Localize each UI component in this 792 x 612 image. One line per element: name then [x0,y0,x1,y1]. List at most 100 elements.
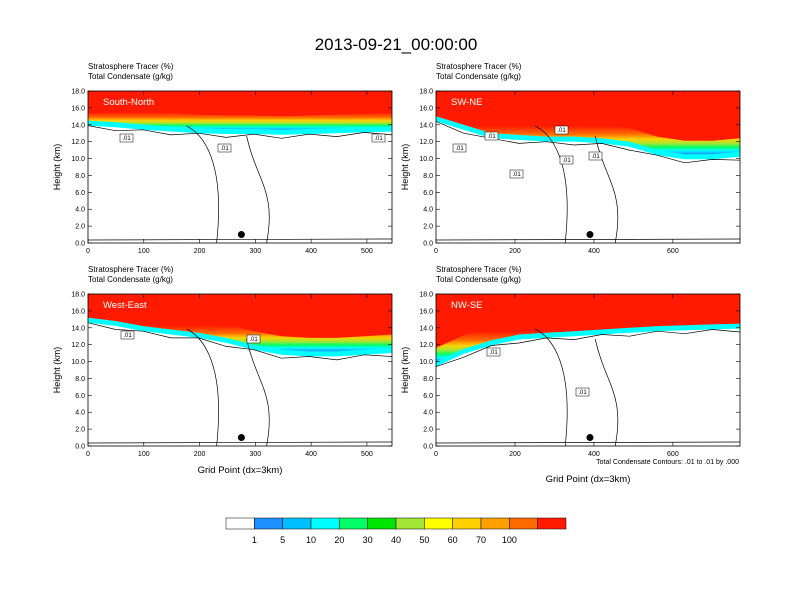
x-tick-label: 200 [509,451,521,458]
y-tick-label: 6.0 [423,190,433,197]
panel-name: South-North [103,97,154,108]
colorbar: 1 5 10 20 30 40 50 60 70 100 [225,517,567,545]
panel-title-tracer: Stratosphere Tracer (%) [436,62,522,71]
x-tick-label: 500 [361,248,373,255]
plot-frame [87,90,393,244]
colorbar-swatch [452,517,482,530]
x-tick-label: 0 [434,248,438,255]
contour-label-box [509,169,524,179]
contour-label: .01 [374,136,383,142]
y-tick-label: 0.0 [423,241,433,248]
contour-label-box [217,143,232,153]
contour-label: .01 [578,390,587,396]
y-tick-label: 0.0 [75,241,85,248]
surface-contour [436,441,740,444]
colorbar-label: 30 [363,535,373,545]
y-tick-label: 18.0 [71,292,85,299]
x-tick-label: 200 [509,248,521,255]
colorbar-label: 40 [391,535,401,545]
y-tick-label: 8.0 [423,173,433,180]
x-tick-label: 100 [138,451,150,458]
y-tick-label: 2.0 [75,427,85,434]
plot-content: .01 .01 [436,294,740,446]
x-tick-label: 400 [588,451,600,458]
colorbar-swatch [310,517,340,530]
contour-label: .01 [591,154,600,160]
y-tick-label: 16.0 [419,308,433,315]
panel-sw-ne: Stratosphere Tracer (%)Total Condensate … [400,62,741,255]
colorbar-label: 1 [252,535,257,545]
plot-frame [435,293,741,447]
x-tick-label: 0 [86,248,90,255]
tracer-core [436,294,740,348]
condensate-contour [88,322,392,361]
panel-name: SW-NE [451,97,483,108]
contour-label: .01 [123,333,132,339]
condensate-plume [535,125,619,243]
y-tick-label: 6.0 [75,190,85,197]
panel-title-condensate: Total Condensate (g/kg) [436,72,521,81]
panel-title-condensate: Total Condensate (g/kg) [436,275,521,284]
y-tick-label: 18.0 [419,89,433,96]
colorbar-swatch [367,517,397,530]
y-tick-label: 14.0 [419,122,433,129]
y-tick-label: 6.0 [75,393,85,400]
condensate-plume [186,125,270,243]
contour-note: Total Condensate Contours: .01 to .01 by… [596,459,739,466]
y-tick-label: 12.0 [71,342,85,349]
y-tick-label: 4.0 [75,207,85,214]
colorbar-label: 20 [334,535,344,545]
colorbar-swatch [395,517,425,530]
y-tick-label: 16.0 [71,308,85,315]
y-tick-label: 10.0 [71,359,85,366]
panel-title-condensate: Total Condensate (g/kg) [88,72,173,81]
y-tick-label: 2.0 [423,427,433,434]
condensate-contour [88,125,392,139]
y-tick-label: 6.0 [423,393,433,400]
plot-content: .01 .01 .01 [88,91,392,243]
surface-contour [88,238,392,241]
y-tick-label: 18.0 [71,89,85,96]
y-tick-label: 12.0 [71,139,85,146]
x-tick-label: 0 [86,451,90,458]
panel-title-tracer: Stratosphere Tracer (%) [88,265,174,274]
colorbar-swatch [339,517,368,530]
location-marker [237,434,245,442]
contour-label-box [588,151,603,161]
y-tick-label: 0.0 [75,444,85,451]
x-tick-label: 300 [249,451,261,458]
panel-nw-se: Stratosphere Tracer (%)Total Condensate … [400,265,741,485]
plot-frame [87,293,393,447]
y-tick-label: 10.0 [419,156,433,163]
plot-frame [435,90,741,244]
panel-title-tracer: Stratosphere Tracer (%) [88,62,174,71]
colorbar-label: 60 [448,535,458,545]
x-tick-label: 100 [138,248,150,255]
panel-name: West-East [103,300,147,311]
location-marker [586,434,594,442]
contour-label: .01 [455,146,464,152]
x-tick-label: 600 [667,248,679,255]
plot-content: .01 .01 .01 .01 .01 .01 [436,91,740,243]
condensate-plume [186,328,270,446]
y-tick-label: 18.0 [419,292,433,299]
y-tick-label: 4.0 [75,410,85,417]
contour-label: .01 [122,136,131,142]
y-tick-label: 4.0 [423,207,433,214]
y-tick-label: 12.0 [419,342,433,349]
x-tick-label: 400 [305,248,317,255]
location-marker [586,231,594,239]
panel-west-east: Stratosphere Tracer (%)Total Condensate … [52,265,393,476]
contour-label-box [120,330,135,340]
panel-title-condensate: Total Condensate (g/kg) [88,275,173,284]
contour-label-box [246,334,261,344]
colorbar-swatch [537,517,567,530]
y-tick-label: 14.0 [71,122,85,129]
location-marker [237,231,245,239]
colorbar-label: 100 [502,535,517,545]
contour-label-box [486,347,501,357]
x-axis-label: Grid Point (dx=3km) [546,474,631,485]
contour-label: .01 [489,350,498,356]
tracer-core [88,91,392,117]
x-tick-label: 200 [194,451,206,458]
